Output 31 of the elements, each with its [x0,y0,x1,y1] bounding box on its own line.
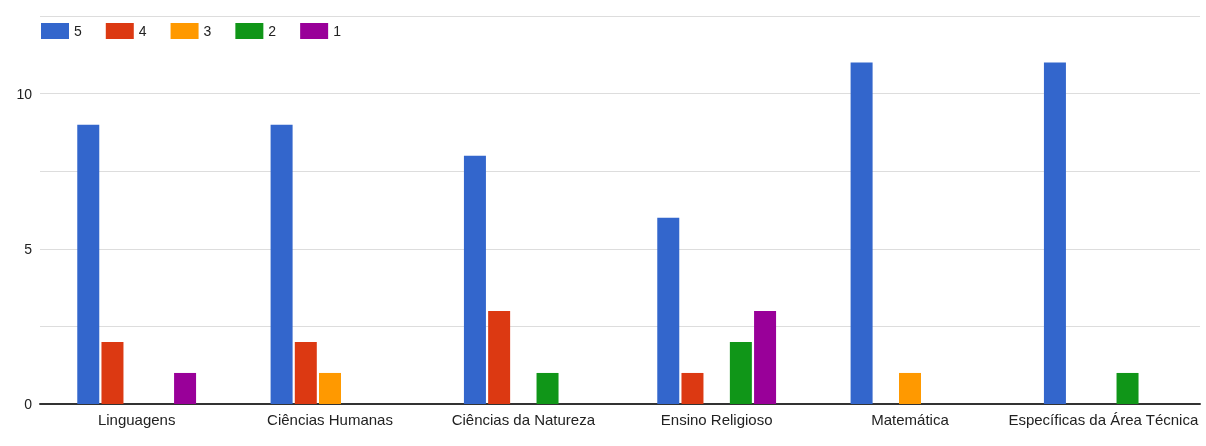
y-tick-label: 5 [24,240,33,257]
bar [77,124,100,404]
x-tick-label: Linguagens [97,411,176,428]
legend-label: 2 [268,23,277,39]
bar [536,372,559,404]
x-tick-label: Ensino Religioso [660,411,773,428]
bar [657,217,680,404]
x-tick-label: Ciências da Natureza [451,411,596,428]
y-tick-label: 0 [24,396,33,412]
x-tick-label: Matemática [871,411,950,428]
bar [488,310,511,404]
bar [754,310,777,404]
bar [681,372,704,404]
bar [899,372,921,404]
legend-label: 1 [333,23,342,39]
legend-label: 5 [74,23,82,39]
bar [1116,372,1139,404]
x-tick-label: Específicas da Área Técnica [1008,411,1199,428]
legend-label: 3 [203,23,212,39]
bar [850,62,873,404]
bar [463,155,486,404]
legend-label: 4 [138,23,147,39]
y-tick-label: 10 [16,85,33,102]
bar [294,341,317,404]
bar [319,372,341,404]
bar [1043,62,1066,404]
bar [174,372,197,404]
bar [729,341,752,404]
bar [270,124,293,404]
x-tick-label: Ciências Humanas [267,411,393,428]
bar [101,341,124,404]
